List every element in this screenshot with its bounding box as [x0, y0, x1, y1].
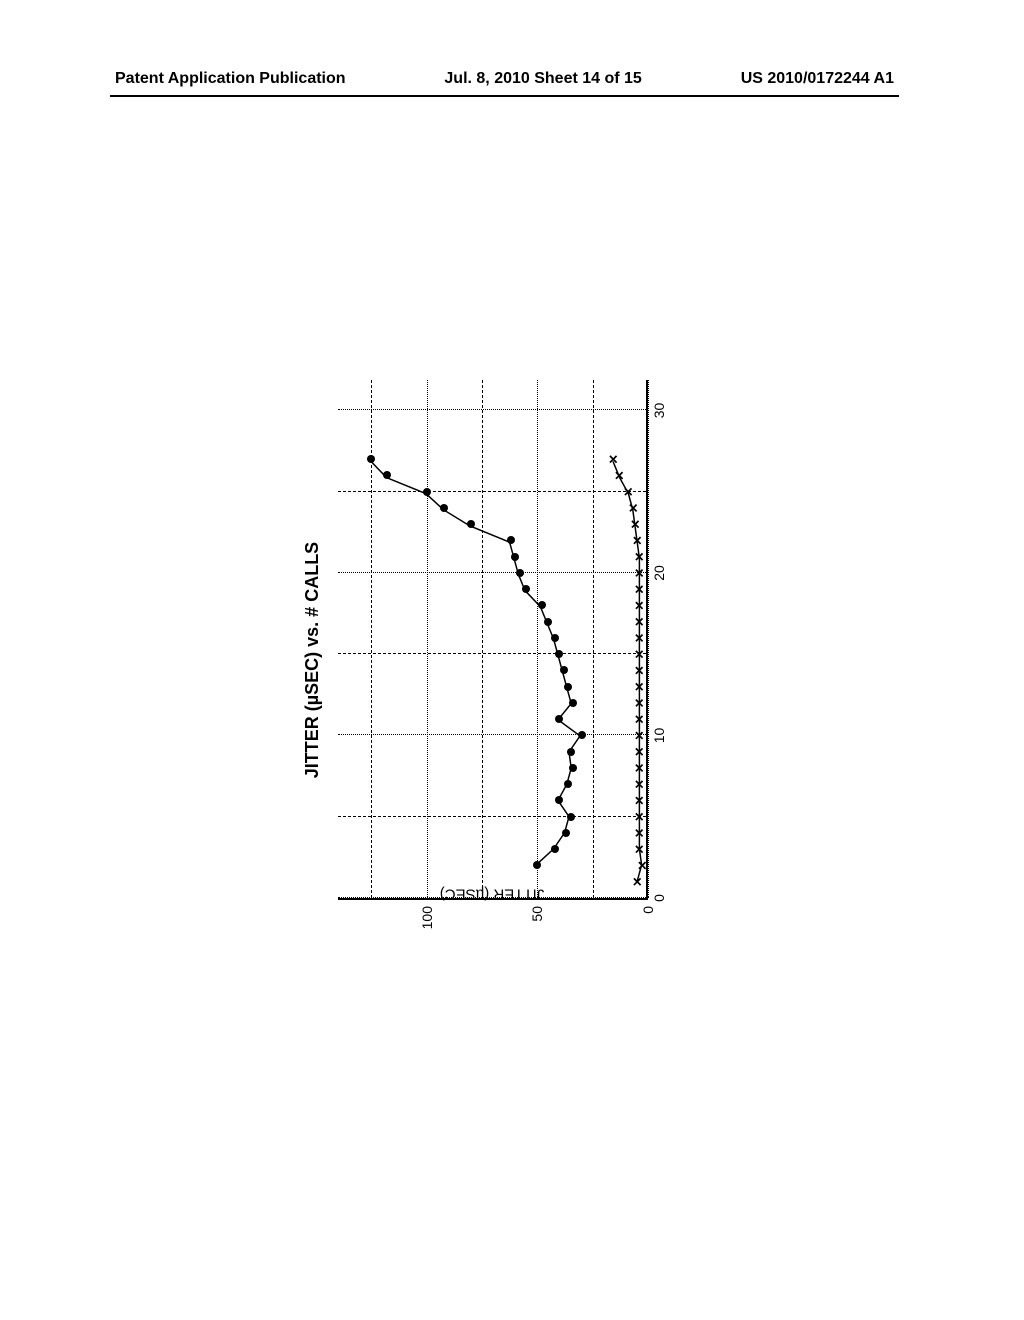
x-marker: [634, 877, 644, 887]
dot-marker: [560, 667, 568, 675]
x-marker: [632, 519, 642, 529]
x-marker: [636, 666, 646, 676]
dot-marker: [467, 520, 475, 528]
x-marker: [636, 714, 646, 724]
dot-marker: [555, 715, 563, 723]
x-marker: [636, 568, 646, 578]
x-marker: [639, 861, 649, 871]
dot-marker: [511, 553, 519, 561]
grid-h-major: [537, 380, 538, 898]
header-rule: [110, 95, 899, 97]
dot-marker: [555, 650, 563, 658]
x-marker: [636, 698, 646, 708]
x-marker: [636, 763, 646, 773]
page: Patent Application Publication Jul. 8, 2…: [0, 0, 1024, 1320]
dot-marker: [522, 585, 530, 593]
plot-area: JITTER (µSEC) 0102030050100: [338, 380, 648, 900]
x-marker: [636, 584, 646, 594]
grid-v-major: [338, 897, 646, 898]
dot-marker: [569, 764, 577, 772]
grid-v-major: [338, 572, 646, 573]
x-marker: [636, 617, 646, 627]
grid-h-minor: [593, 380, 594, 898]
x-marker: [636, 747, 646, 757]
dot-marker: [383, 472, 391, 480]
dot-marker: [567, 748, 575, 756]
x-marker: [636, 633, 646, 643]
x-marker: [636, 731, 646, 741]
x-marker: [636, 828, 646, 838]
x-marker: [636, 779, 646, 789]
dot-marker: [440, 504, 448, 512]
chart-title: JITTER (µSEC) vs. # CALLS: [302, 360, 323, 960]
dot-marker: [569, 699, 577, 707]
grid-v-minor: [338, 816, 646, 817]
dot-marker: [562, 829, 570, 837]
dot-marker: [423, 488, 431, 496]
grid-v-major: [338, 410, 646, 411]
dot-marker: [551, 634, 559, 642]
header-center: Jul. 8, 2010 Sheet 14 of 15: [444, 70, 641, 88]
dot-marker: [367, 455, 375, 463]
x-marker: [625, 487, 635, 497]
dot-marker: [567, 813, 575, 821]
dot-marker: [516, 569, 524, 577]
dot-marker: [544, 618, 552, 626]
dot-marker: [564, 683, 572, 691]
x-marker: [616, 471, 626, 481]
dot-marker: [555, 797, 563, 805]
x-marker: [636, 812, 646, 822]
series-lines: [338, 380, 646, 898]
series-line-circles: [371, 461, 580, 865]
x-marker: [636, 601, 646, 611]
x-marker: [636, 649, 646, 659]
x-marker: [636, 796, 646, 806]
x-marker: [636, 552, 646, 562]
x-marker: [636, 682, 646, 692]
x-marker: [630, 503, 640, 513]
x-tick-label: 20: [646, 565, 667, 581]
y-tick-label: 100: [419, 898, 435, 929]
x-marker: [634, 536, 644, 546]
y-tick-label: 0: [640, 898, 656, 914]
header-left: Patent Application Publication: [115, 70, 346, 88]
page-header: Patent Application Publication Jul. 8, 2…: [0, 70, 1024, 88]
header-right: US 2010/0172244 A1: [741, 70, 894, 88]
dot-marker: [564, 780, 572, 788]
x-marker: [636, 844, 646, 854]
dot-marker: [538, 602, 546, 610]
dot-marker: [578, 732, 586, 740]
grid-v-major: [338, 735, 646, 736]
grid-h-minor: [482, 380, 483, 898]
dot-marker: [551, 845, 559, 853]
grid-h-major: [427, 380, 428, 898]
x-tick-label: 30: [646, 403, 667, 419]
x-marker: [610, 454, 620, 464]
chart-container: JITTER (µSEC) vs. # CALLS JITTER (µSEC) …: [302, 360, 722, 960]
x-tick-label: 10: [646, 728, 667, 744]
y-tick-label: 50: [529, 898, 545, 922]
grid-v-minor: [338, 491, 646, 492]
dot-marker: [533, 862, 541, 870]
dot-marker: [507, 537, 515, 545]
grid-v-minor: [338, 653, 646, 654]
